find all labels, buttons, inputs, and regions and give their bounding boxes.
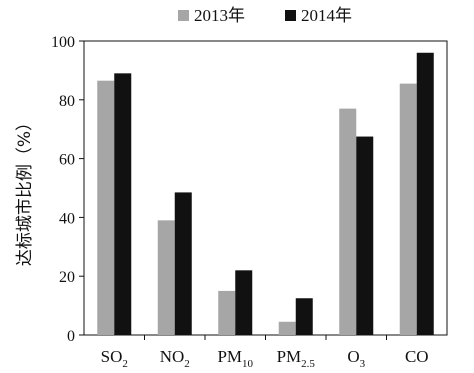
x-category-label: PM10 <box>217 347 253 370</box>
bar-2013 <box>157 220 175 335</box>
legend-swatch-2014 <box>285 10 296 21</box>
x-category-label: SO2 <box>101 347 128 370</box>
bar-2013 <box>218 290 236 335</box>
legend-swatch-2013 <box>178 10 189 21</box>
bar-2014 <box>295 298 313 335</box>
bar-2014 <box>235 270 253 335</box>
bar-2013 <box>97 80 115 335</box>
y-tick-label: 0 <box>67 328 75 345</box>
x-category-label: CO <box>405 347 429 366</box>
bar-2014 <box>174 192 192 335</box>
bar-2013 <box>339 108 357 336</box>
bar-2014 <box>416 52 434 335</box>
y-axis-label: 达标城市比例（%） <box>15 114 35 266</box>
legend: 2013年 2014年 <box>178 6 352 25</box>
plot-frame <box>83 40 448 336</box>
legend-label-2014: 2014年 <box>301 6 352 25</box>
y-tick-label: 40 <box>59 210 75 227</box>
x-category-label: NO2 <box>160 347 190 370</box>
y-tick-label: 20 <box>59 269 75 286</box>
legend-label-2013: 2013年 <box>194 6 245 25</box>
x-category-label: O3 <box>347 347 365 370</box>
bar-2014 <box>114 73 132 335</box>
x-category-label: PM2.5 <box>277 347 316 370</box>
y-tick-label: 100 <box>51 34 75 51</box>
plot-area: 0 20 40 60 80 100 SO2 NO2 PM10 PM2.5 O3 CO <box>51 34 448 370</box>
y-tick-label: 60 <box>59 152 75 169</box>
bar-2013 <box>399 83 417 335</box>
y-tick-label: 80 <box>59 93 75 110</box>
bar-2013 <box>278 321 296 335</box>
bar-2014 <box>356 136 374 335</box>
